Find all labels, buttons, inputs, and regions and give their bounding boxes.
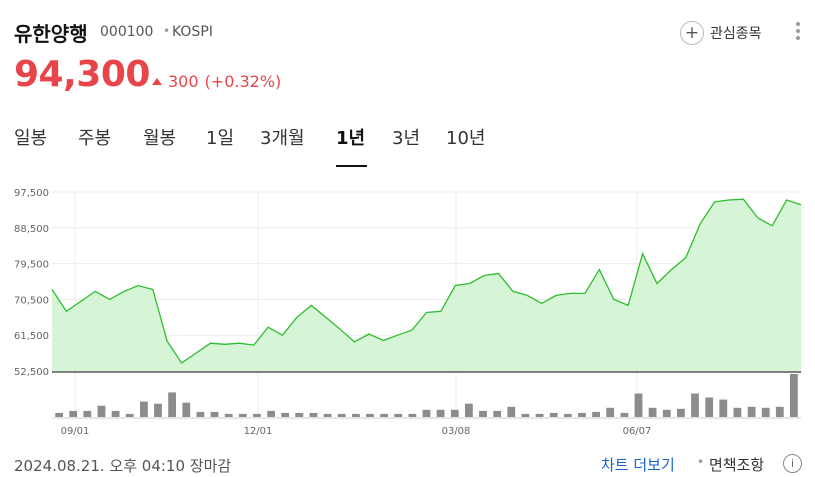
volume-bar [408, 413, 417, 417]
volume-bar [606, 407, 615, 417]
volume-bar [450, 409, 459, 417]
volume-bar [394, 413, 403, 417]
volume-bar [111, 410, 120, 417]
y-tick-label: 79,500 [14, 260, 49, 271]
stock-name: 유한양행 [14, 22, 88, 46]
volume-bar [182, 402, 191, 417]
volume-bar [775, 406, 784, 417]
volume-bar [634, 393, 643, 417]
x-tick-label: 12/01 [244, 426, 273, 437]
volume-bar [705, 397, 714, 417]
volume-bar [790, 374, 798, 417]
volume-bar [479, 410, 487, 417]
volume-bar [620, 412, 629, 417]
tab-3year[interactable]: 3년 [392, 128, 421, 149]
change-value: 300 [168, 72, 199, 91]
separator-dot: • [697, 455, 705, 469]
plus-icon: + [680, 21, 704, 45]
current-price: 94,300 [14, 54, 150, 95]
volume-bar [281, 412, 290, 417]
volume-bar [309, 412, 318, 417]
x-tick-label: 03/08 [442, 426, 471, 437]
volume-bar [493, 410, 502, 417]
volume-bar [154, 403, 162, 417]
y-tick-label: 88,500 [14, 224, 49, 235]
volume-bar [648, 407, 657, 417]
volume-bar [691, 393, 699, 417]
more-chart-link[interactable]: 차트 더보기 [601, 456, 675, 474]
volume-bar [521, 413, 530, 417]
volume-bar [210, 411, 219, 417]
tab-10year[interactable]: 10년 [446, 128, 486, 149]
volume-bar [747, 406, 756, 417]
up-triangle-icon [152, 78, 162, 85]
volume-bar [295, 412, 304, 417]
favorite-label: 관심종목 [710, 26, 762, 42]
volume-bar [592, 411, 600, 417]
price-chart[interactable]: 97,500 88,500 79,500 70,500 61,500 52,500 09/0… [0, 180, 815, 440]
volume-bar [578, 412, 586, 417]
volume-bar [196, 411, 205, 417]
volume-bar [337, 413, 346, 417]
volume-bar [69, 410, 78, 417]
y-tick-label: 52,500 [14, 367, 49, 378]
volume-bar [535, 413, 544, 417]
volume-bar [465, 403, 473, 417]
tab-monthly[interactable]: 월봉 [143, 128, 177, 149]
volume-bar [97, 405, 106, 417]
price-area [52, 199, 801, 371]
volume-bar [662, 409, 671, 417]
y-tick-label: 97,500 [14, 188, 49, 199]
tab-1day[interactable]: 1일 [206, 128, 235, 149]
volume-bar [380, 413, 388, 417]
volume-bar [436, 409, 445, 417]
volume-bar [125, 413, 134, 417]
period-tabs: 일봉 주봉 월봉 1일 3개월 1년 3년 10년 [0, 118, 815, 168]
tab-3month[interactable]: 3개월 [260, 128, 305, 149]
volume-bar [563, 413, 572, 417]
separator-dot: • [163, 24, 171, 38]
volume-bar [253, 413, 261, 417]
volume-bar [761, 407, 770, 417]
market-timestamp: 2024.08.21. 오후 04:10 장마감 [14, 457, 232, 475]
y-tick-label: 61,500 [14, 331, 49, 342]
volume-bar [549, 412, 558, 417]
x-tick-label: 09/01 [61, 426, 90, 437]
price-line [51, 198, 802, 364]
more-menu-icon[interactable] [795, 22, 801, 40]
price-change: 300 (+0.32%) [152, 72, 281, 91]
volume-bar [224, 413, 233, 417]
disclaimer-link[interactable]: 면책조항 [709, 456, 765, 474]
volume-bar [168, 392, 176, 417]
volume-bar [267, 410, 275, 417]
y-tick-label: 70,500 [14, 295, 49, 306]
volume-bar [83, 410, 92, 417]
volume-bar [238, 413, 247, 417]
tab-weekly[interactable]: 주봉 [78, 128, 112, 149]
market-name: KOSPI [172, 24, 213, 40]
tab-1year[interactable]: 1년 [336, 128, 366, 149]
volume-bar [352, 413, 360, 417]
volume-bar [55, 412, 63, 417]
change-percent: (+0.32%) [204, 72, 282, 91]
volume-bar [323, 413, 332, 417]
volume-bar [366, 413, 374, 417]
tab-daily[interactable]: 일봉 [14, 128, 48, 149]
info-icon[interactable]: i [783, 454, 802, 473]
add-favorite-button[interactable]: + 관심종목 [680, 20, 762, 46]
volume-bar [677, 408, 685, 417]
stock-code: 000100 [100, 24, 154, 40]
volume-bar [719, 399, 728, 417]
volume-bar [422, 409, 431, 417]
volume-bar [733, 407, 742, 417]
x-tick-label: 06/07 [623, 426, 652, 437]
volume-bar [507, 406, 516, 417]
volume-bar [140, 401, 148, 417]
active-tab-underline [336, 165, 367, 167]
